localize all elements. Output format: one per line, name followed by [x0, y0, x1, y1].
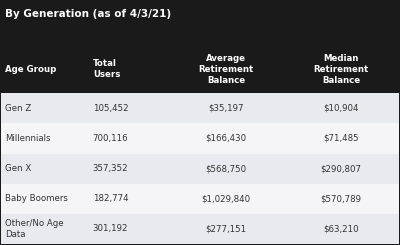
- Text: $570,789: $570,789: [320, 194, 362, 203]
- Text: 105,452: 105,452: [93, 104, 128, 113]
- FancyBboxPatch shape: [1, 154, 399, 184]
- FancyBboxPatch shape: [1, 45, 399, 93]
- Text: Gen Z: Gen Z: [5, 104, 32, 113]
- FancyBboxPatch shape: [1, 93, 399, 123]
- Text: $166,430: $166,430: [205, 134, 246, 143]
- Text: 301,192: 301,192: [93, 224, 128, 233]
- FancyBboxPatch shape: [1, 184, 399, 214]
- Text: Total
Users: Total Users: [93, 59, 120, 79]
- FancyBboxPatch shape: [1, 214, 399, 244]
- Text: $63,210: $63,210: [323, 224, 359, 233]
- Text: $35,197: $35,197: [208, 104, 244, 113]
- Text: $10,904: $10,904: [323, 104, 359, 113]
- Text: $277,151: $277,151: [205, 224, 246, 233]
- Text: Median
Retirement
Balance: Median Retirement Balance: [313, 54, 369, 85]
- Text: $1,029,840: $1,029,840: [201, 194, 250, 203]
- Text: $568,750: $568,750: [205, 164, 246, 173]
- Text: 357,352: 357,352: [93, 164, 128, 173]
- Text: Age Group: Age Group: [5, 65, 57, 74]
- Text: $71,485: $71,485: [323, 134, 359, 143]
- Text: Average
Retirement
Balance: Average Retirement Balance: [198, 54, 254, 85]
- Text: Other/No Age
Data: Other/No Age Data: [5, 219, 64, 239]
- Text: $290,807: $290,807: [320, 164, 362, 173]
- Text: Baby Boomers: Baby Boomers: [5, 194, 68, 203]
- Text: 182,774: 182,774: [93, 194, 128, 203]
- Text: 700,116: 700,116: [93, 134, 128, 143]
- Text: By Generation (as of 4/3/21): By Generation (as of 4/3/21): [5, 9, 172, 19]
- Text: Millennials: Millennials: [5, 134, 51, 143]
- Text: Gen X: Gen X: [5, 164, 32, 173]
- FancyBboxPatch shape: [1, 123, 399, 154]
